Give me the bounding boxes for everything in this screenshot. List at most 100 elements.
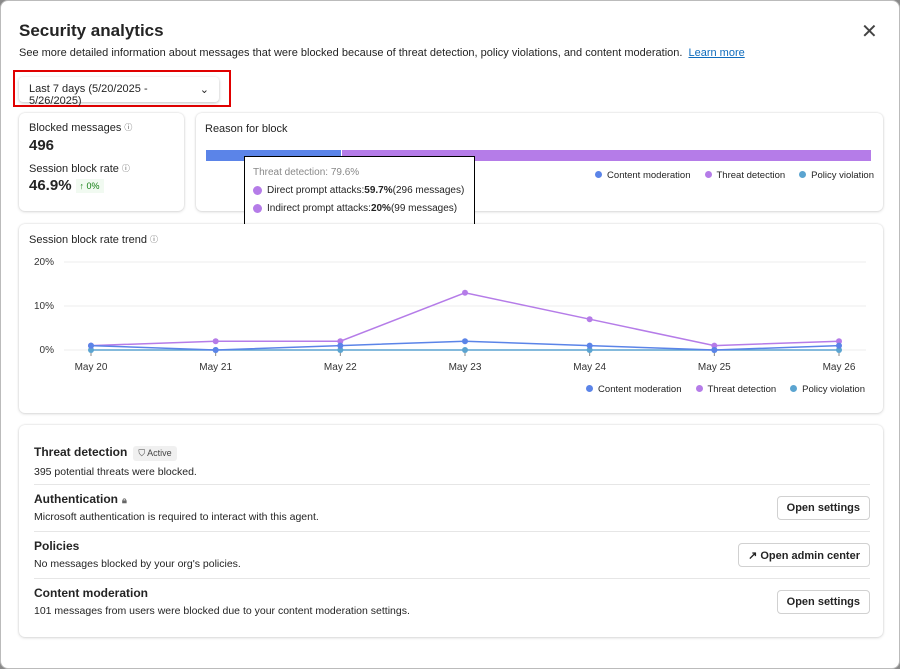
section-title: Threat detection bbox=[34, 445, 128, 459]
info-icon[interactable]: ⓘ bbox=[150, 235, 159, 244]
rate-change-badge: ↑ 0% bbox=[75, 178, 104, 193]
learn-more-link[interactable]: Learn more bbox=[688, 47, 745, 59]
data-point bbox=[836, 338, 842, 345]
data-point bbox=[711, 342, 718, 349]
legend-label: Policy violation bbox=[811, 170, 874, 181]
divider bbox=[34, 531, 870, 532]
close-icon[interactable]: ✕ bbox=[861, 21, 878, 43]
legend-label: Policy violation bbox=[802, 384, 865, 395]
x-tick-label: May 21 bbox=[199, 362, 232, 373]
legend-label: Content moderation bbox=[607, 170, 691, 181]
reason-bar bbox=[206, 150, 872, 161]
chevron-down-icon: ⌄ bbox=[199, 84, 209, 96]
legend-label: Threat detection bbox=[716, 170, 786, 181]
session-block-rate-label: Session block rate ⓘ bbox=[29, 163, 174, 175]
policies-section: Policies No messages blocked by your org'… bbox=[34, 539, 870, 570]
data-point bbox=[586, 347, 593, 353]
data-point bbox=[337, 347, 344, 353]
legend-item: Content moderation bbox=[595, 170, 691, 181]
section-text: Microsoft authentication is required to … bbox=[34, 511, 319, 523]
section-title: Authentication bbox=[34, 492, 118, 506]
date-range-dropdown[interactable]: Last 7 days (5/20/2025 - 5/26/2025) ⌄ bbox=[19, 77, 219, 107]
reason-tooltip: Threat detection: 79.6% Direct prompt at… bbox=[244, 156, 475, 228]
tooltip-label: Direct prompt attacks: bbox=[267, 185, 365, 196]
legend-item: Threat detection bbox=[695, 384, 777, 395]
tooltip-heading: Threat detection: 79.6% bbox=[253, 167, 360, 178]
info-icon[interactable]: ⓘ bbox=[124, 123, 133, 132]
blocked-messages-value: 496 bbox=[29, 137, 55, 154]
data-point bbox=[212, 338, 219, 345]
data-point bbox=[836, 347, 842, 353]
tooltip-row: Direct prompt attacks: 59.7% (296 messag… bbox=[253, 185, 466, 196]
section-text: 395 potential threats were blocked. bbox=[34, 466, 197, 478]
lock-icon: 🔒︎ bbox=[122, 495, 127, 505]
reason-legend: Content moderation Threat detection Policy… bbox=[595, 170, 874, 181]
legend-dot-icon bbox=[790, 385, 798, 392]
open-settings-button[interactable]: Open settings bbox=[776, 496, 870, 520]
highlight-box bbox=[13, 70, 231, 107]
trend-title: Session block rate trend ⓘ bbox=[29, 234, 158, 246]
tooltip-pct: 59.7% bbox=[364, 185, 393, 196]
x-tick-label: May 24 bbox=[573, 362, 606, 373]
date-range-value: Last 7 days (5/20/2025 - 5/26/2025) bbox=[29, 83, 148, 107]
x-tick-label: May 20 bbox=[75, 362, 108, 373]
legend-dot-icon bbox=[595, 171, 603, 178]
data-point bbox=[88, 342, 94, 349]
badge-text: Active bbox=[147, 448, 172, 458]
trend-chart: 0% 10% 20% May 20 May 21 May 22 May 23 May 24 Ma… bbox=[34, 257, 866, 373]
settings-card: Threat detection ⛉ Active 395 potential th… bbox=[19, 425, 883, 637]
dot-icon bbox=[253, 186, 262, 195]
divider bbox=[34, 484, 870, 485]
dialog-description: See more detailed information about mess… bbox=[19, 47, 745, 59]
reason-segment[interactable] bbox=[341, 150, 872, 161]
y-tick-label: 10% bbox=[34, 301, 54, 312]
tooltip-label: Indirect prompt attacks: bbox=[267, 203, 371, 214]
x-tick-label: May 25 bbox=[698, 362, 731, 373]
section-text: No messages blocked by your org's polici… bbox=[34, 558, 241, 570]
open-settings-button[interactable]: Open settings bbox=[776, 590, 870, 614]
y-tick-label: 0% bbox=[40, 345, 55, 356]
blocked-messages-label: Blocked messages ⓘ bbox=[29, 122, 174, 134]
chart-legend: Content moderation Threat detection Policy… bbox=[586, 384, 865, 395]
tooltip-row: Indirect prompt attacks: 20% (99 message… bbox=[253, 203, 466, 214]
reason-segment[interactable] bbox=[206, 150, 342, 161]
tooltip-count: (99 messages) bbox=[390, 203, 458, 214]
trend-title-text: Session block rate trend bbox=[29, 234, 148, 246]
section-title: Content moderation bbox=[34, 586, 148, 600]
data-point bbox=[586, 342, 593, 349]
legend-label: Threat detection bbox=[707, 384, 777, 395]
legend-item: Policy violation bbox=[799, 170, 874, 181]
threat-detection-section: Threat detection ⛉ Active 395 potential th… bbox=[34, 445, 870, 478]
data-point bbox=[337, 342, 344, 349]
info-icon[interactable]: ⓘ bbox=[121, 164, 130, 173]
data-point bbox=[337, 338, 344, 345]
blocked-label-text: Blocked messages bbox=[29, 122, 122, 134]
series-line bbox=[90, 292, 840, 347]
trend-card: Session block rate trend ⓘ 0% 10% 20% May 20… bbox=[19, 224, 883, 413]
legend-dot-icon bbox=[799, 171, 807, 178]
active-badge: ⛉ Active bbox=[133, 446, 177, 461]
open-admin-center-button[interactable]: ↗ Open admin center bbox=[738, 543, 870, 567]
session-block-rate-value: 46.9% bbox=[29, 177, 72, 194]
data-point bbox=[711, 347, 718, 353]
dot-icon bbox=[253, 204, 262, 213]
y-tick-label: 20% bbox=[34, 257, 54, 268]
data-point bbox=[462, 347, 468, 353]
shield-icon: ⛉ bbox=[138, 448, 148, 458]
legend-dot-icon bbox=[695, 385, 703, 392]
x-tick-label: May 26 bbox=[823, 362, 856, 373]
legend-dot-icon bbox=[586, 385, 594, 392]
section-text: 101 messages from users were blocked due… bbox=[34, 605, 410, 617]
legend-item: Policy violation bbox=[790, 384, 865, 395]
data-point bbox=[88, 347, 94, 353]
legend-label: Content moderation bbox=[598, 384, 682, 395]
data-point bbox=[586, 316, 593, 323]
description-text: See more detailed information about mess… bbox=[19, 47, 683, 59]
external-link-icon: ↗ bbox=[748, 550, 761, 562]
data-point bbox=[212, 347, 219, 353]
rate-label-text: Session block rate bbox=[29, 163, 119, 175]
x-tick-label: May 23 bbox=[449, 362, 482, 373]
authentication-section: Authentication 🔒︎ Microsoft authentication… bbox=[34, 492, 870, 523]
tooltip-count: (296 messages) bbox=[392, 185, 465, 196]
